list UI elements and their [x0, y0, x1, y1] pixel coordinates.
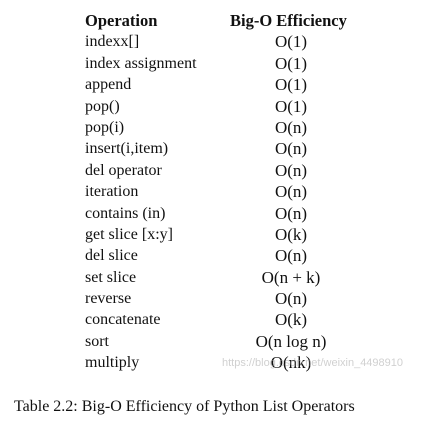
table-row: del slice O(n): [85, 245, 425, 266]
operation-cell: sort: [85, 332, 109, 350]
efficiency-cell: O(n): [274, 289, 308, 309]
table-row: pop(i) O(n): [85, 117, 425, 138]
efficiency-cell: O(n): [274, 182, 308, 202]
operation-cell: contains (in): [85, 204, 166, 222]
table-row: set slice O(n + k): [85, 267, 425, 288]
operation-cell: append: [85, 76, 132, 94]
efficiency-cell: O(n): [274, 117, 308, 137]
table-row: insert(i,item) O(n): [85, 138, 425, 159]
big-o-table: Operation Big-O Efficiency indexx[] O(1)…: [85, 10, 425, 374]
efficiency-cell: O(n + k): [261, 267, 321, 287]
table-row: contains (in) O(n): [85, 203, 425, 224]
table-row: multiply O(nk): [85, 352, 425, 373]
operation-cell: del operator: [85, 161, 162, 179]
operation-cell: get slice [x:y]: [85, 225, 173, 243]
efficiency-cell: O(1): [274, 32, 308, 52]
table-row: indexx[] O(1): [85, 31, 425, 52]
efficiency-cell: O(n): [274, 203, 308, 223]
efficiency-cell: O(n): [274, 139, 308, 159]
table-row: sort O(n log n): [85, 331, 425, 352]
operation-cell: index assignment: [85, 54, 197, 72]
operation-cell: pop(i): [85, 118, 125, 136]
table-header-row: Operation Big-O Efficiency: [85, 10, 425, 31]
operation-cell: set slice: [85, 268, 137, 286]
operation-cell: indexx[]: [85, 33, 140, 51]
table-row: del operator O(n): [85, 160, 425, 181]
efficiency-cell: O(n): [274, 246, 308, 266]
operation-cell: pop(): [85, 97, 120, 115]
efficiency-cell: O(k): [274, 310, 308, 330]
table-row: reverse O(n): [85, 288, 425, 309]
efficiency-cell: O(1): [274, 96, 308, 116]
watermark: https://blog.csdn.net/weixin_4498910: [222, 357, 404, 369]
operation-cell: reverse: [85, 290, 132, 308]
operation-cell: insert(i,item): [85, 140, 169, 158]
efficiency-cell: O(k): [274, 224, 308, 244]
operation-cell: iteration: [85, 183, 139, 201]
table-caption: Table 2.2: Big-O Efficiency of Python Li…: [14, 398, 355, 415]
table-row: pop() O(1): [85, 96, 425, 117]
table-row: iteration O(n): [85, 181, 425, 202]
efficiency-cell: O(n log n): [255, 331, 327, 351]
table-row: get slice [x:y] O(k): [85, 224, 425, 245]
operation-cell: del slice: [85, 247, 138, 265]
table-row: concatenate O(k): [85, 309, 425, 330]
table-row: append O(1): [85, 74, 425, 95]
table-row: index assignment O(1): [85, 53, 425, 74]
efficiency-cell: O(1): [274, 53, 308, 73]
operation-column-header: Operation: [85, 11, 158, 30]
efficiency-column-header: Big-O Efficiency: [230, 11, 347, 30]
efficiency-cell: O(nk): [270, 353, 312, 373]
efficiency-cell: O(1): [274, 75, 308, 95]
operation-cell: multiply: [85, 354, 140, 372]
efficiency-cell: O(n): [274, 160, 308, 180]
operation-cell: concatenate: [85, 311, 161, 329]
